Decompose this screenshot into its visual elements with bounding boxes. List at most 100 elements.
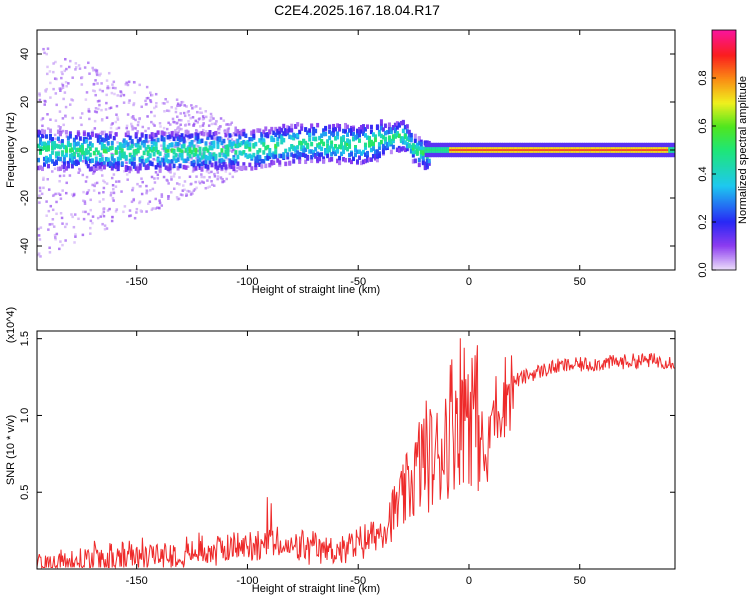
- heatmap-band-cell: [166, 144, 170, 150]
- heatmap-band-cell: [405, 146, 409, 152]
- heatmap-band-cell: [369, 129, 373, 135]
- heatmap-band-cell: [310, 149, 314, 154]
- heatmap-noise-cell: [150, 208, 154, 212]
- colorbar-swatch: [712, 106, 736, 109]
- colorbar-swatch: [712, 62, 736, 65]
- heatmap-noise-cell: [101, 154, 104, 158]
- heatmap-band-cell: [292, 135, 296, 141]
- heatmap-noise-cell: [111, 196, 115, 200]
- heatmap-band-cell: [122, 143, 126, 148]
- heatmap-line-center: [495, 149, 499, 151]
- heatmap-band-cell: [152, 132, 156, 138]
- top-y-tick-label: -40: [19, 238, 31, 254]
- heatmap-line-center: [473, 149, 477, 151]
- colorbar-swatch: [712, 80, 736, 83]
- heatmap-noise-cell: [232, 132, 236, 135]
- colorbar-swatch: [712, 126, 736, 129]
- heatmap-line-center: [608, 149, 612, 151]
- heatmap-noise-cell: [179, 103, 183, 107]
- heatmap-noise-cell: [198, 131, 202, 134]
- heatmap-band-cell: [116, 166, 120, 172]
- heatmap-band-cell: [194, 166, 198, 171]
- heatmap-noise-cell: [147, 139, 151, 143]
- heatmap-band-cell: [212, 131, 216, 137]
- heatmap-noise-cell: [195, 175, 198, 178]
- colorbar-swatch: [712, 134, 736, 137]
- heatmap-noise-cell: [60, 70, 64, 74]
- heatmap-band-cell: [252, 129, 256, 134]
- heatmap-band-cell: [146, 163, 150, 169]
- heatmap-noise-cell: [131, 186, 135, 190]
- heatmap-noise-cell: [83, 200, 87, 203]
- heatmap-noise-cell: [62, 174, 66, 177]
- colorbar-swatch: [712, 194, 736, 197]
- heatmap-band-cell: [44, 142, 48, 148]
- heatmap-band-cell: [242, 139, 246, 145]
- heatmap-band-cell: [312, 152, 316, 158]
- heatmap-band-cell: [106, 157, 110, 162]
- heatmap-noise-cell: [199, 125, 202, 128]
- heatmap-noise-cell: [153, 181, 157, 184]
- heatmap-noise-cell: [194, 145, 197, 149]
- heatmap-band-cell: [88, 152, 92, 158]
- heatmap-band-cell: [48, 135, 52, 141]
- colorbar-swatch: [712, 216, 736, 219]
- heatmap-band-cell: [214, 161, 218, 167]
- heatmap-noise-cell: [126, 113, 130, 116]
- colorbar-swatch: [712, 170, 736, 173]
- heatmap-band-cell: [138, 145, 142, 150]
- heatmap-band-cell: [94, 147, 98, 152]
- heatmap-noise-cell: [147, 127, 150, 130]
- heatmap-noise-cell: [189, 116, 192, 120]
- heatmap-line-center: [610, 149, 614, 151]
- heatmap-noise-cell: [145, 189, 149, 192]
- heatmap-band-cell: [190, 133, 194, 138]
- heatmap-band-cell: [238, 134, 242, 140]
- heatmap-band-cell: [361, 159, 365, 165]
- heatmap-band-cell: [80, 150, 84, 155]
- heatmap-noise-cell: [41, 117, 45, 120]
- heatmap-band-cell: [350, 128, 354, 133]
- heatmap-band-cell: [264, 145, 268, 151]
- heatmap-noise-cell: [109, 126, 113, 130]
- heatmap-band-cell: [344, 145, 348, 151]
- heatmap-noise-cell: [112, 199, 115, 202]
- heatmap-line-center: [486, 149, 490, 151]
- heatmap-noise-cell: [176, 102, 180, 106]
- heatmap-noise-cell: [51, 208, 55, 212]
- heatmap-band-cell: [186, 133, 190, 138]
- colorbar-swatch: [712, 110, 736, 113]
- heatmap-band-cell: [268, 129, 272, 134]
- heatmap-band-cell: [200, 155, 204, 160]
- heatmap-band-cell: [256, 128, 260, 133]
- heatmap-band-cell: [214, 164, 218, 169]
- heatmap-band-cell: [332, 123, 336, 129]
- heatmap-band-cell: [232, 163, 236, 168]
- heatmap-band-cell: [399, 120, 403, 126]
- heatmap-band-cell: [359, 129, 363, 134]
- heatmap-band-cell: [172, 150, 176, 155]
- heatmap-band-cell: [128, 145, 132, 151]
- heatmap-noise-cell: [98, 103, 101, 107]
- heatmap-noise-cell: [38, 94, 41, 97]
- heatmap-noise-cell: [92, 69, 95, 72]
- heatmap-band-cell: [46, 163, 50, 169]
- heatmap-noise-cell: [180, 127, 183, 131]
- heatmap-noise-cell: [205, 115, 208, 119]
- heatmap-band-cell: [242, 162, 246, 167]
- heatmap-noise-cell: [200, 173, 203, 176]
- colorbar-swatch: [712, 94, 736, 97]
- heatmap-band-cell: [258, 128, 262, 133]
- heatmap-line-center: [533, 149, 537, 151]
- heatmap-band-cell: [425, 162, 429, 168]
- heatmap-band-cell: [182, 164, 186, 170]
- heatmap-band-cell: [338, 144, 342, 149]
- heatmap-band-cell: [254, 159, 258, 164]
- heatmap-noise-cell: [151, 93, 154, 97]
- heatmap-band-cell: [70, 163, 74, 169]
- heatmap-noise-cell: [177, 197, 181, 201]
- heatmap-noise-cell: [138, 200, 142, 203]
- heatmap-band-cell: [132, 164, 136, 169]
- heatmap-noise-cell: [138, 83, 141, 87]
- colorbar-swatch: [712, 130, 736, 133]
